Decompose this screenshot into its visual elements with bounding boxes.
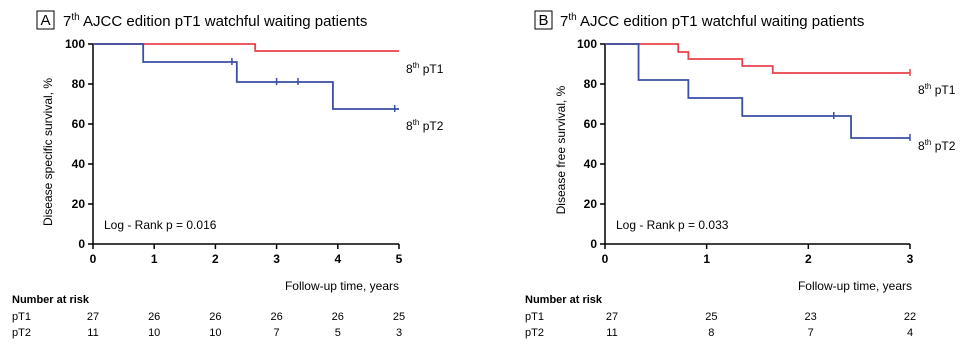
panel-a-y-ticks: 0 20 40 60 80 100 <box>65 37 93 251</box>
x-tick-label: 0 <box>90 252 97 266</box>
risk-value: 23 <box>805 311 817 323</box>
panel-a-risk-row-label-pt1: pT1 <box>12 311 31 323</box>
panel-b-x-ticks: 0 1 2 3 <box>602 244 914 266</box>
risk-value: 7 <box>274 327 280 339</box>
risk-value: 26 <box>209 311 221 323</box>
x-tick-label: 3 <box>907 252 914 266</box>
x-tick-label: 2 <box>805 252 812 266</box>
y-tick-label: 100 <box>65 37 85 51</box>
panel-b-curves <box>605 43 911 141</box>
km-curve-pt2 <box>93 43 399 110</box>
risk-value: 3 <box>396 327 402 339</box>
risk-value: 27 <box>606 311 618 323</box>
y-tick-label: 80 <box>72 77 86 91</box>
risk-value: 27 <box>87 311 99 323</box>
risk-value: 11 <box>606 327 617 339</box>
x-tick-label: 3 <box>273 252 280 266</box>
x-tick-label: 5 <box>396 252 403 266</box>
y-tick-label: 20 <box>72 197 86 211</box>
x-tick-label: 1 <box>151 252 158 266</box>
y-tick-label: 80 <box>584 77 598 91</box>
risk-value: 8 <box>708 327 714 339</box>
panel-b-risk-row-label-pt2: pT2 <box>525 327 544 339</box>
panel-a-risk-values: 27 26 26 26 26 25 11 10 10 7 5 3 <box>87 311 405 339</box>
panel-a-label-box <box>36 10 55 30</box>
panel-b-label-box <box>534 10 553 30</box>
panel-b-x-axis-label: Follow-up time, years <box>798 279 912 293</box>
panel-b-legend-pt1: 8th pT1 <box>918 82 956 97</box>
risk-value: 5 <box>335 327 341 339</box>
y-tick-label: 20 <box>584 197 598 211</box>
risk-value: 26 <box>148 311 160 323</box>
panel-b-title: 7th AJCC edition pT1 watchful waiting pa… <box>560 12 864 30</box>
panel-b-y-axis-label: Disease free survival, % <box>554 85 568 214</box>
panel-b-legend-pt2: 8th pT2 <box>918 138 956 153</box>
risk-value: 22 <box>904 311 916 323</box>
panel-a-logrank-annotation: Log - Rank p = 0.016 <box>104 218 217 232</box>
x-tick-label: 1 <box>703 252 710 266</box>
x-tick-label: 0 <box>602 252 609 266</box>
risk-value: 26 <box>332 311 344 323</box>
panel-b-label: B <box>538 12 548 29</box>
panel-a-legend-pt1: 8th pT1 <box>406 61 444 76</box>
risk-value: 11 <box>87 327 98 339</box>
panel-a-risk-row-label-pt2: pT2 <box>12 327 31 339</box>
panel-b-risk-heading: Number at risk <box>525 294 603 306</box>
panel-a-label: A <box>40 12 50 29</box>
y-tick-label: 0 <box>78 237 85 251</box>
y-tick-label: 40 <box>72 157 86 171</box>
risk-value: 25 <box>705 311 717 323</box>
km-curve-pt1 <box>93 43 399 52</box>
panel-a-title: 7th AJCC edition pT1 watchful waiting pa… <box>63 12 367 30</box>
panel-a-legend-pt2: 8th pT2 <box>406 118 444 133</box>
panel-b: B 7th AJCC edition pT1 watchful waiting … <box>525 10 956 339</box>
panel-a-x-ticks: 0 1 2 3 4 5 <box>90 244 403 266</box>
panel-a: A 7th AJCC edition pT1 watchful waiting … <box>12 10 444 339</box>
panel-b-risk-row-label-pt1: pT1 <box>525 311 544 323</box>
y-tick-label: 100 <box>577 37 597 51</box>
risk-value: 10 <box>209 327 221 339</box>
y-tick-label: 60 <box>72 117 86 131</box>
risk-value: 26 <box>270 311 282 323</box>
y-tick-label: 0 <box>590 237 597 251</box>
panel-a-y-axis-label: Disease specific survival, % <box>41 78 55 226</box>
y-tick-label: 60 <box>584 117 598 131</box>
x-tick-label: 4 <box>334 252 341 266</box>
panel-a-risk-heading: Number at risk <box>12 294 90 306</box>
x-tick-label: 2 <box>212 252 219 266</box>
panel-b-logrank-annotation: Log - Rank p = 0.033 <box>616 218 729 232</box>
panel-b-y-ticks: 0 20 40 60 80 100 <box>577 37 605 251</box>
panel-a-curves <box>93 43 399 112</box>
risk-value: 10 <box>148 327 160 339</box>
panel-b-risk-values: 27 25 23 22 11 8 7 4 <box>606 311 916 339</box>
risk-value: 7 <box>808 327 814 339</box>
risk-value: 4 <box>907 327 913 339</box>
panel-a-x-axis-label: Follow-up time, years <box>285 279 399 293</box>
km-curve-pt2 <box>605 43 910 139</box>
km-curve-pt1 <box>605 43 910 74</box>
risk-value: 25 <box>393 311 405 323</box>
y-tick-label: 40 <box>584 157 598 171</box>
